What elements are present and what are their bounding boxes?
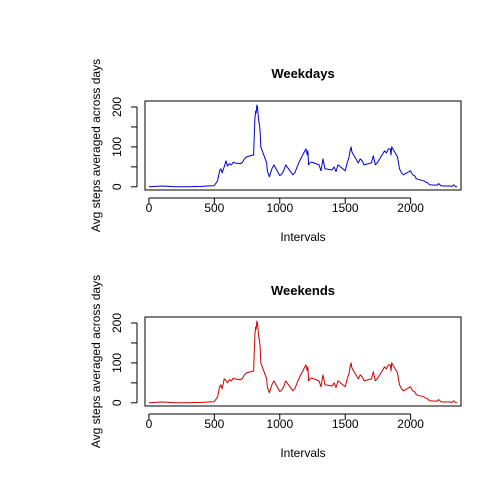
chart-panel-1: Weekdays 0 500 1000 1500 2000 0 100 200 Intervals… — [89, 59, 462, 244]
series-line — [148, 104, 458, 188]
y-tick-label: 0 — [110, 183, 124, 190]
x-tick-label: 2000 — [397, 201, 424, 215]
x-tick-label: 1500 — [332, 417, 359, 431]
x-tick-label: 500 — [204, 201, 224, 215]
chart-title: Weekdays — [271, 66, 334, 81]
x-tick-label: 0 — [146, 417, 153, 431]
y-tick-label: 0 — [110, 399, 124, 406]
x-tick-label: 1500 — [332, 201, 359, 215]
y-axis-label: Avg steps averaged across days — [89, 59, 103, 232]
x-axis-label: Intervals — [280, 230, 325, 244]
plot-frame — [144, 100, 462, 191]
x-tick-label: 1000 — [266, 201, 293, 215]
series-line — [148, 320, 458, 404]
x-tick-label: 500 — [204, 417, 224, 431]
y-tick-label: 200 — [110, 97, 124, 117]
y-tick-label: 100 — [110, 137, 124, 157]
chart-panel-2: Weekends 0 500 1000 1500 2000 0 100 200 Intervals… — [89, 275, 462, 460]
x-tick-label: 0 — [146, 201, 153, 215]
y-tick-label: 200 — [110, 313, 124, 333]
x-axis-label: Intervals — [280, 446, 325, 460]
plot-frame — [144, 316, 462, 407]
chart-title: Weekends — [271, 283, 335, 298]
y-axis-label: Avg steps averaged across days — [89, 275, 103, 448]
x-tick-label: 2000 — [397, 417, 424, 431]
x-tick-label: 1000 — [266, 417, 293, 431]
y-tick-label: 100 — [110, 353, 124, 373]
